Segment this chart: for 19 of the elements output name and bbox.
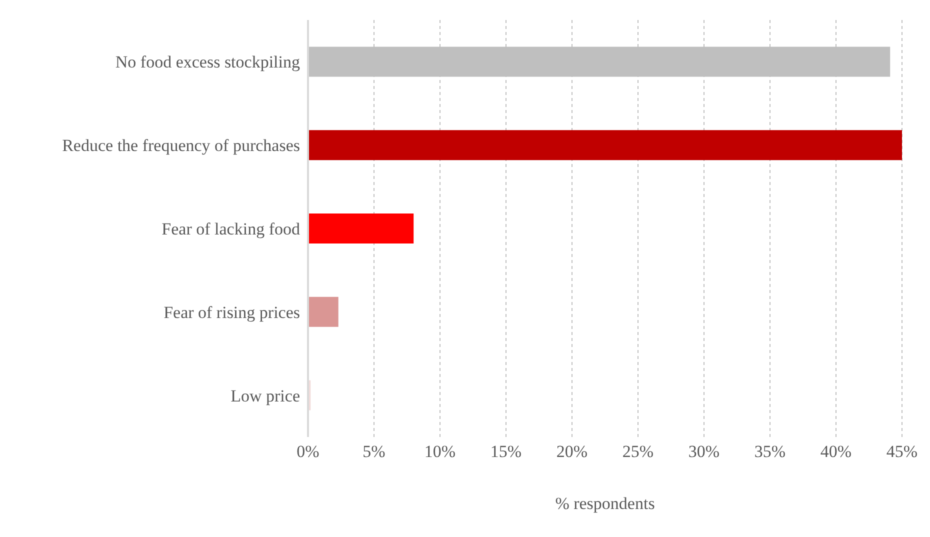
x-tick-label: 20% <box>556 442 588 462</box>
x-tick-label: 40% <box>820 442 852 462</box>
bar <box>308 130 902 160</box>
y-tick-label: Fear of rising prices <box>164 302 300 322</box>
y-tick-label: Low price <box>230 386 300 406</box>
x-tick-label: 0% <box>296 442 320 462</box>
bar <box>308 213 414 244</box>
bar <box>308 296 338 327</box>
y-tick-label: Fear of lacking food <box>162 220 300 239</box>
x-tick-label: 30% <box>688 442 720 462</box>
x-tick-label: 10% <box>424 442 456 462</box>
x-tick-label: 5% <box>362 442 386 462</box>
y-tick-label: No food excess stockpiling <box>115 52 300 72</box>
x-tick-label: 15% <box>490 442 522 462</box>
x-tick-label: 35% <box>754 442 786 462</box>
x-tick-label: 25% <box>622 442 654 462</box>
x-axis-title: % respondents <box>555 494 655 513</box>
x-tick-label: 45% <box>886 442 918 462</box>
y-tick-label: Reduce the frequency of purchases <box>62 136 300 156</box>
